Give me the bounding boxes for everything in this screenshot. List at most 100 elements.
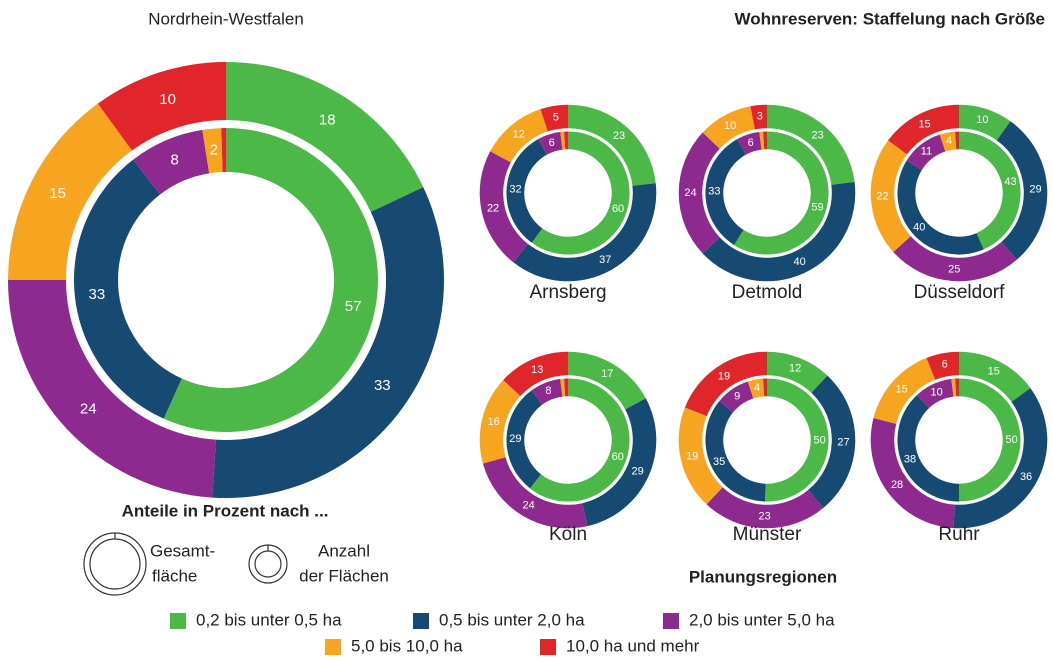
ring-icons [83,532,288,596]
donut-segment [906,134,946,170]
data-label: 2 [210,142,218,159]
donut-segment [531,131,630,255]
rings-note-outer: fläche [152,566,197,585]
data-label: 10 [930,386,942,398]
donut-segment [479,380,521,464]
donut-segment [767,104,855,185]
donut-segment [897,395,959,502]
data-label: 43 [1004,176,1016,188]
donut-segment [8,280,216,498]
donut-segment [873,357,936,424]
data-label: 25 [948,263,960,275]
donut-segment [678,407,723,505]
data-label: 6 [942,359,948,371]
data-label: 28 [891,479,903,491]
data-label: 24 [684,187,696,199]
chart-name: Münster [733,524,802,545]
rings-note-inner: Anzahl [318,541,370,560]
data-label: 18 [319,111,336,128]
donut-segment [568,351,646,410]
donut-segment [719,381,754,413]
donut-segment [959,131,1021,250]
regions-label: Planungsregionen [689,567,837,586]
data-label: 17 [601,368,613,380]
data-label: 23 [758,510,770,522]
donut-segment [916,378,954,409]
donut-segment [959,351,1031,402]
donut-segment [734,131,829,255]
legend-label: 0,2 bis unter 0,5 ha [196,610,342,629]
donut-segment [221,128,226,173]
data-label: 10 [159,91,176,108]
donut-segment [564,131,568,150]
legend-swatch [663,613,679,629]
donut-segment [737,131,762,155]
donut-segment [560,378,566,397]
legend-label: 0,5 bis unter 2,0 ha [439,610,585,629]
donut-segment [765,378,829,502]
donut-segment [506,390,543,489]
donut-segment [870,418,955,529]
donut-segment [8,103,132,280]
data-label: 40 [913,221,925,233]
data-label: 15 [918,119,930,131]
donut-segment [955,378,959,397]
donut-segment [959,378,1021,502]
donut-segment [202,128,223,174]
chart-name: Arnsberg [529,282,606,303]
donut-segment [582,398,657,527]
chart-name: Detmold [732,282,803,303]
donut-segment [560,131,566,150]
donut-segment [996,121,1048,260]
donut-segment [482,457,588,529]
data-label: 27 [837,436,849,448]
donut-segment [678,132,720,254]
donut-segment [212,187,444,498]
data-label: 13 [531,364,543,376]
donut-segment [870,140,911,252]
data-label: 33 [708,185,720,197]
data-label: 8 [170,152,178,169]
data-label: 57 [345,298,362,315]
donut-segment [568,104,656,186]
chart-name: Köln [549,524,587,545]
donut-segment [959,104,1011,141]
data-label: 24 [80,400,97,417]
data-label: 37 [599,254,611,266]
data-label: 19 [718,371,730,383]
data-label: 23 [811,129,823,141]
donut-segment [133,129,210,195]
donut-segment [951,378,957,397]
data-label: 9 [734,391,740,403]
data-label: 12 [789,363,801,375]
data-label: 35 [713,456,725,468]
donut-segment [955,131,959,150]
donut-segment [897,160,984,255]
chart-name: Ruhr [938,524,980,545]
data-label: 40 [793,256,805,268]
donut-segment [705,401,766,502]
data-label: 29 [1029,183,1041,195]
donut-segment [953,388,1048,529]
data-label: 22 [876,190,888,202]
data-label: 33 [89,286,106,303]
donut-segment [506,139,547,243]
data-label: 33 [374,377,391,394]
donut-segment [529,378,630,502]
donut-segment [767,351,828,393]
data-label: 12 [513,128,525,140]
donut-segment [490,109,548,163]
data-label: 19 [686,451,698,463]
data-label: 10 [724,120,736,132]
data-label: 4 [946,135,952,147]
data-label: 60 [612,451,624,463]
donut-segment [763,131,767,150]
donut-segment [226,62,424,212]
data-label: 3 [757,111,763,123]
donut-segment [538,131,563,155]
data-label: 10 [976,114,988,126]
chart-name: Düsseldorf [914,282,1006,303]
rings-note-inner: der Flächen [299,566,389,585]
data-label: 50 [1006,434,1018,446]
